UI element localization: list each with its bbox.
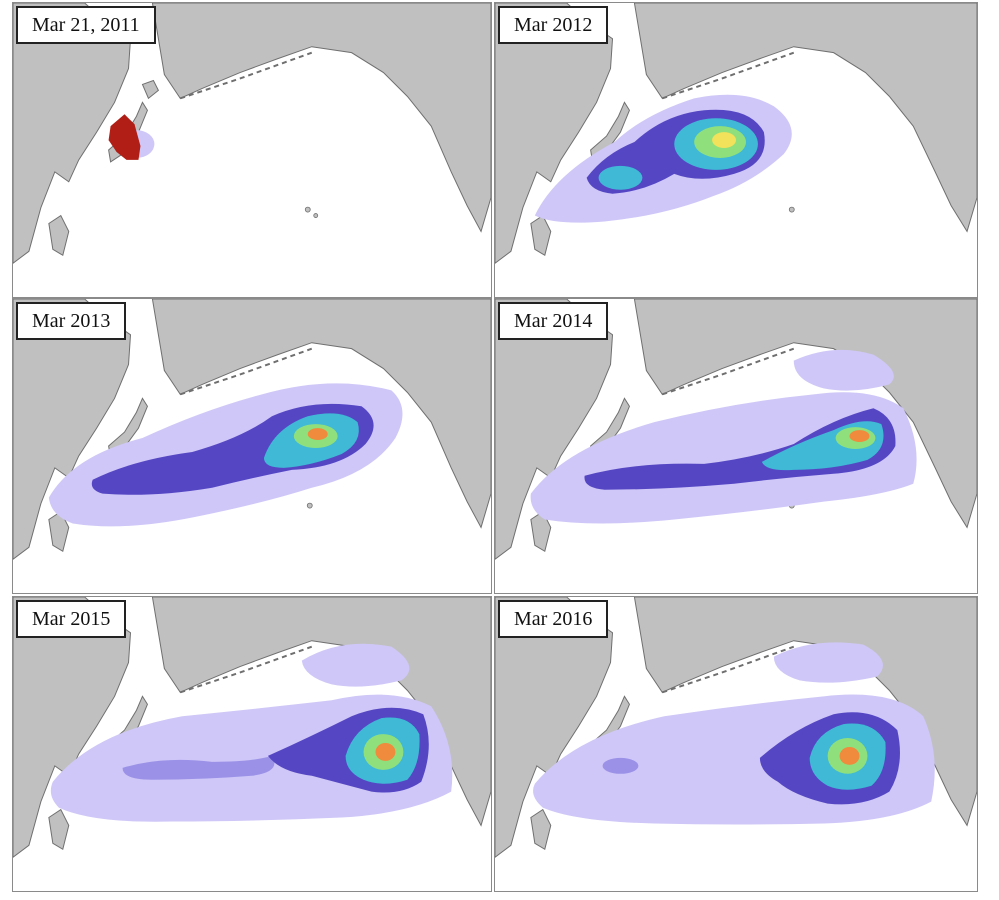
hawaii-islands-2 — [313, 213, 319, 218]
map-panel-mar-2016: Mar 2016 — [494, 596, 978, 892]
aleutian-islands — [179, 347, 313, 396]
panel-date-label: Mar 2014 — [498, 302, 609, 340]
aleutian-islands — [661, 347, 795, 396]
panel-date-label: Mar 2012 — [498, 6, 609, 44]
land-philippines — [48, 808, 70, 851]
debris-peak-core — [839, 746, 860, 765]
debris-mid-density — [584, 408, 896, 490]
hawaii-islands — [304, 206, 311, 213]
debris-map — [13, 3, 491, 264]
map-panel-mar-2012: Mar 2012 — [494, 2, 978, 298]
debris-northern-band — [301, 643, 410, 687]
panel-date-label: Mar 2016 — [498, 600, 609, 638]
debris-peak-core — [712, 132, 736, 149]
debris-northern-band — [773, 642, 883, 683]
hawaii-islands — [788, 206, 795, 213]
debris-peak-core — [849, 430, 870, 443]
debris-map — [495, 3, 977, 264]
panel-date-label: Mar 2015 — [16, 600, 127, 638]
panel-date-label: Mar 21, 2011 — [16, 6, 156, 44]
debris-map — [495, 299, 977, 560]
debris-map — [495, 597, 977, 858]
debris-peak-core — [307, 428, 328, 441]
debris-low-density — [530, 392, 917, 524]
debris-peak-core — [375, 743, 396, 761]
land-philippines — [48, 214, 70, 257]
panel-date-label: Mar 2013 — [16, 302, 127, 340]
land-north-america — [151, 299, 491, 529]
land-philippines — [530, 214, 552, 257]
land-hokkaido — [141, 79, 160, 100]
aleutian-islands — [179, 645, 313, 694]
aleutian-islands — [661, 645, 795, 694]
debris-trail — [122, 755, 275, 780]
land-north-america — [151, 3, 491, 233]
map-panel-mar-2015: Mar 2015 — [12, 596, 492, 892]
debris-map — [13, 299, 491, 560]
debris-secondary-cluster — [598, 165, 643, 190]
debris-northern-band — [793, 349, 894, 391]
map-panel-mar-2014: Mar 2014 — [494, 298, 978, 594]
hawaii-islands — [306, 502, 313, 509]
map-panel-mar-2013: Mar 2013 — [12, 298, 492, 594]
aleutian-islands — [661, 51, 795, 100]
aleutian-islands — [179, 51, 313, 100]
debris-trail — [602, 757, 639, 774]
land-north-america — [633, 3, 977, 233]
land-philippines — [530, 808, 552, 851]
debris-map — [13, 597, 491, 858]
initial-debris-patch — [108, 114, 141, 160]
map-panel-mar-21-2011: Mar 21, 2011 — [12, 2, 492, 298]
